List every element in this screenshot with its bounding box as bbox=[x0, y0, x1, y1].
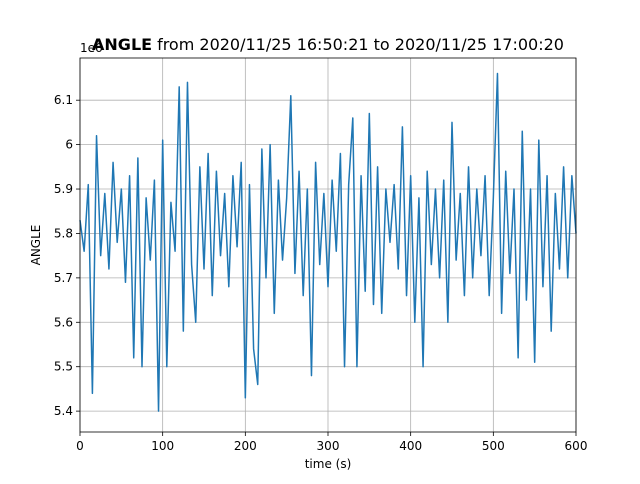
chart-title: ANGLE from 2020/11/25 16:50:21 to 2020/11… bbox=[92, 35, 564, 54]
y-axis-label: ANGLE bbox=[29, 225, 43, 266]
x-tick-label: 0 bbox=[76, 439, 84, 453]
y-tick-label: 5.8 bbox=[54, 226, 73, 240]
title-rest: from 2020/11/25 16:50:21 to 2020/11/25 1… bbox=[157, 35, 564, 54]
data-line bbox=[79, 72, 577, 412]
x-tick-label: 600 bbox=[565, 439, 588, 453]
y-tick-label: 5.5 bbox=[54, 360, 73, 374]
y-tick-label: 5.7 bbox=[54, 271, 73, 285]
y-tick-label: 5.9 bbox=[54, 182, 73, 196]
x-tick-label: 100 bbox=[151, 439, 174, 453]
plot-frame bbox=[79, 57, 577, 433]
x-tick-label: 500 bbox=[482, 439, 505, 453]
y-tick-label: 6 bbox=[65, 138, 73, 152]
x-tick-label: 300 bbox=[317, 439, 340, 453]
offset-label: 1e6 bbox=[80, 41, 103, 55]
x-tick-label: 400 bbox=[399, 439, 422, 453]
y-tick-label: 5.4 bbox=[54, 404, 73, 418]
x-tick-label: 200 bbox=[234, 439, 257, 453]
y-tick-label: 6.1 bbox=[54, 93, 73, 107]
y-tick-label: 5.6 bbox=[54, 315, 73, 329]
title-bold: ANGLE bbox=[92, 35, 152, 54]
x-axis-label: time (s) bbox=[305, 457, 352, 471]
